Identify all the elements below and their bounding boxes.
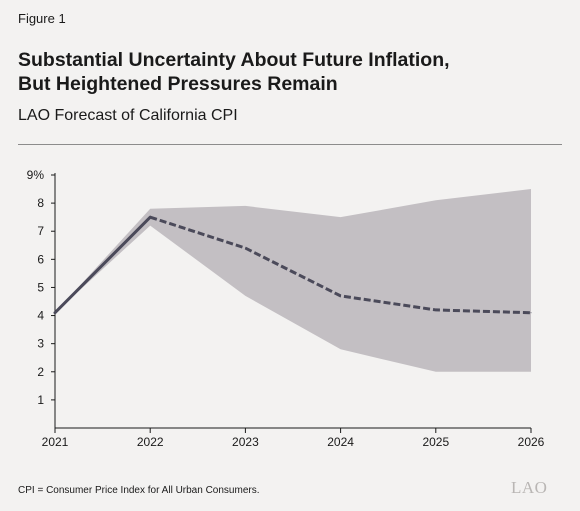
- cpi-point-2024: [340, 295, 342, 297]
- y-tick-label-1: 1: [37, 393, 44, 407]
- figure-label: Figure 1: [18, 11, 66, 26]
- cpi-point-2025: [435, 309, 437, 311]
- forecast-line-layer: [53, 215, 532, 315]
- y-tick-label-2: 2: [37, 365, 44, 379]
- y-tick-label-7: 7: [37, 224, 44, 238]
- cpi-forecast-chart: 1 2 3 4 5 6 7 8 9% 2021 2022 2023 2024 2025 2026: [27, 168, 545, 449]
- footnote: CPI = Consumer Price Index for All Urban…: [18, 485, 260, 496]
- x-tick-label-2026: 2026: [518, 435, 545, 449]
- x-tick-label-2023: 2023: [232, 435, 259, 449]
- x-tick-label-2025: 2025: [422, 435, 449, 449]
- y-tick-label-5: 5: [37, 280, 44, 294]
- chart-title-line-2: But Heightened Pressures Remain: [18, 73, 338, 95]
- cpi-point-2022: [149, 216, 151, 218]
- chart-title: Substantial Uncertainty About Future Inf…: [18, 48, 538, 96]
- y-tick-label-4: 4: [37, 309, 44, 323]
- x-tick-label-2024: 2024: [327, 435, 354, 449]
- y-tick-label-8: 8: [37, 196, 44, 210]
- y-tick-label-9: 9%: [27, 168, 45, 182]
- y-tick-label-3: 3: [37, 337, 44, 351]
- axes: [51, 173, 532, 433]
- chart-subtitle: LAO Forecast of California CPI: [18, 107, 238, 124]
- tick-labels: 1 2 3 4 5 6 7 8 9% 2021 2022 2023 2024 2025 2026: [27, 168, 545, 449]
- lao-logo: LAO: [511, 478, 548, 497]
- chart-title-line-1: Substantial Uncertainty About Future Inf…: [18, 49, 450, 71]
- header-divider: [18, 144, 562, 145]
- uncertainty-band: [55, 189, 531, 372]
- cpi-point-2021: [54, 312, 56, 314]
- x-tick-label-2021: 2021: [42, 435, 69, 449]
- actual-cpi-line: [53, 215, 152, 315]
- cpi-point-2023: [244, 247, 246, 249]
- cpi-point-2026: [530, 312, 532, 314]
- uncertainty-band-layer: [55, 189, 531, 372]
- y-tick-label-6: 6: [37, 252, 44, 266]
- x-tick-label-2022: 2022: [137, 435, 164, 449]
